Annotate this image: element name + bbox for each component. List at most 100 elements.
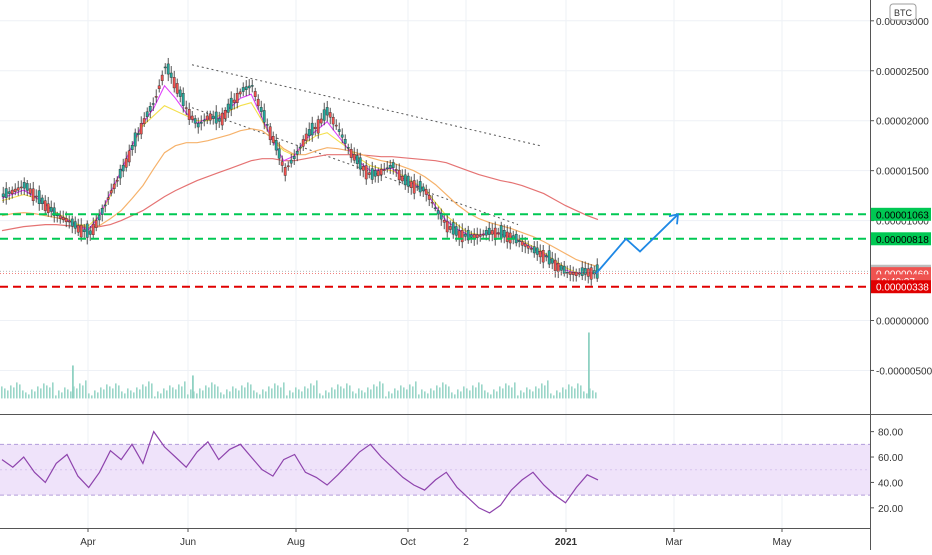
- candle: [70, 218, 74, 227]
- symbol-badge: [889, 3, 917, 21]
- candle: [538, 250, 542, 258]
- volume-spike: [588, 332, 590, 399]
- candle: [25, 183, 29, 191]
- volume-bar: [391, 393, 393, 399]
- candle: [553, 259, 557, 271]
- volume-bar: [223, 394, 225, 399]
- candle: [454, 226, 458, 236]
- candle: [490, 230, 494, 235]
- volume-bar: [4, 388, 6, 399]
- volume-bar: [217, 386, 219, 399]
- candle: [97, 214, 101, 221]
- volume-bar: [145, 386, 147, 399]
- volume-bar: [190, 389, 192, 399]
- volume-bar: [85, 380, 87, 399]
- candle: [328, 112, 332, 118]
- volume-bar: [181, 386, 183, 399]
- volume-bars: [1, 332, 597, 399]
- volume-bar: [154, 396, 156, 399]
- volume-bar: [226, 389, 228, 399]
- price-marker: [871, 280, 931, 294]
- candle: [337, 129, 341, 132]
- candle: [352, 154, 356, 161]
- candle: [118, 168, 122, 179]
- volume-bar: [178, 384, 180, 399]
- volume-bar: [280, 387, 282, 399]
- candle: [532, 246, 536, 254]
- candle: [364, 165, 368, 180]
- volume-bar: [346, 383, 348, 399]
- volume-bar: [37, 386, 39, 399]
- candle: [88, 230, 92, 235]
- volume-bar: [439, 387, 441, 399]
- volume-bar: [412, 386, 414, 399]
- volume-bar: [580, 385, 582, 399]
- candle: [319, 118, 323, 124]
- volume-bar: [235, 388, 237, 399]
- time-tick-label: Jun: [180, 537, 196, 548]
- candle: [43, 200, 47, 211]
- volume-bar: [310, 383, 312, 399]
- volume-bar: [451, 392, 453, 399]
- candle: [205, 115, 209, 121]
- volume-bar: [52, 382, 54, 399]
- candle: [427, 195, 431, 200]
- volume-bar: [499, 386, 501, 399]
- candle: [517, 240, 521, 242]
- candle: [139, 123, 143, 135]
- volume-bar: [142, 384, 144, 399]
- volume-bar: [418, 394, 420, 399]
- time-tick-label: Apr: [80, 537, 96, 548]
- candle: [283, 166, 287, 176]
- volume-bar: [241, 385, 243, 399]
- candle: [130, 145, 134, 150]
- volume-bar: [583, 391, 585, 399]
- candle: [466, 229, 470, 241]
- projection-path: [595, 213, 679, 275]
- volume-bar: [229, 391, 231, 399]
- candle: [133, 132, 137, 147]
- candle: [100, 208, 104, 215]
- candle: [223, 110, 227, 119]
- volume-bar: [259, 394, 261, 399]
- candle: [373, 170, 377, 177]
- volume-bar: [427, 393, 429, 399]
- candle: [436, 210, 440, 215]
- volume-bar: [202, 390, 204, 399]
- candle: [61, 217, 65, 220]
- candle: [157, 85, 161, 89]
- volume-bar: [133, 392, 135, 399]
- candle: [469, 234, 473, 238]
- candle: [334, 124, 338, 127]
- candle: [40, 197, 44, 205]
- volume-bar: [160, 393, 162, 399]
- volume-bar: [373, 384, 375, 399]
- candle: [52, 207, 56, 216]
- candle: [109, 190, 113, 194]
- candle: [523, 243, 527, 247]
- candle: [346, 147, 350, 149]
- candle: [163, 66, 167, 69]
- candle: [196, 123, 200, 128]
- price-levels: [0, 213, 870, 288]
- candle: [211, 115, 215, 119]
- price-tick-label: 0.00001000: [876, 217, 929, 228]
- candle: [358, 157, 362, 170]
- candle: [289, 159, 293, 164]
- volume-bar: [340, 386, 342, 399]
- candle: [448, 226, 452, 230]
- candle: [16, 187, 20, 191]
- candle: [136, 133, 140, 135]
- volume-bar: [1, 386, 3, 399]
- candle: [325, 107, 329, 116]
- price-tick-label: 0.00003000: [876, 17, 929, 28]
- candle: [199, 122, 203, 124]
- volume-bar: [49, 387, 51, 399]
- volume-bar: [16, 382, 18, 399]
- price-tick-label: 0.00001500: [876, 167, 929, 178]
- volume-bar: [139, 389, 141, 399]
- volume-bar: [25, 392, 27, 399]
- candle: [271, 136, 275, 143]
